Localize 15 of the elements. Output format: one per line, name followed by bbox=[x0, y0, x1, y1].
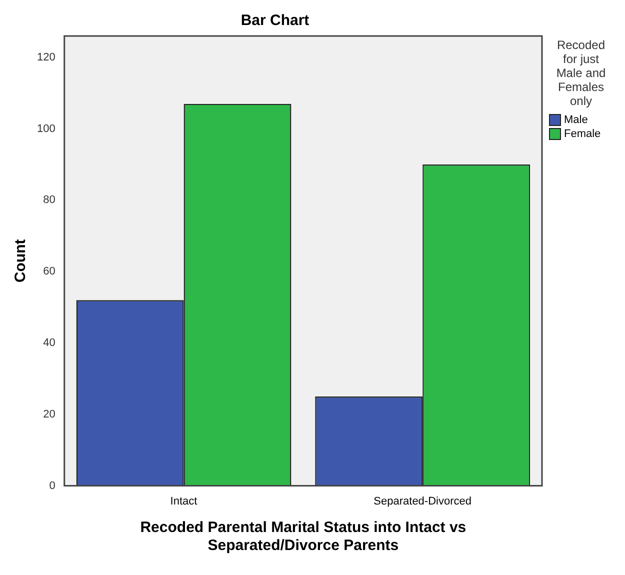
x-tick-label: Separated-Divorced bbox=[374, 495, 472, 508]
legend-label: Male bbox=[564, 114, 588, 126]
y-tick-label: 80 bbox=[43, 194, 56, 206]
legend-label: Female bbox=[564, 128, 601, 140]
y-axis-title: Count bbox=[12, 239, 30, 283]
y-tick-label: 60 bbox=[43, 266, 56, 278]
x-axis-title: Recoded Parental Marital Status into Intact vs Separated/Divorce Parents bbox=[140, 519, 466, 554]
y-tick-label: 40 bbox=[43, 337, 56, 350]
y-tick-label: 0 bbox=[49, 480, 56, 492]
y-tick-label: 20 bbox=[43, 408, 56, 420]
y-tick-label: 120 bbox=[36, 51, 56, 64]
x-tick-label: Intact bbox=[170, 495, 198, 508]
y-tick-label: 100 bbox=[36, 122, 56, 135]
legend-title: Recoded for just Male and Females only bbox=[555, 38, 607, 108]
chart-title: Bar Chart bbox=[240, 12, 310, 30]
